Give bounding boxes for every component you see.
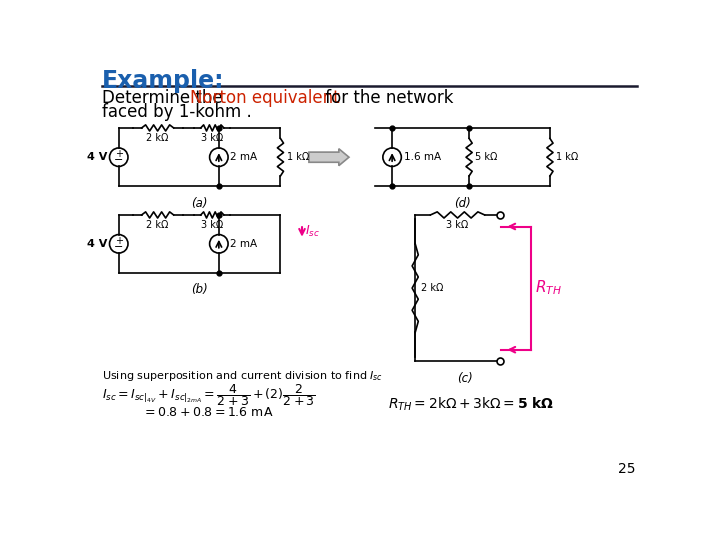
Text: 3 kΩ: 3 kΩ	[446, 220, 469, 231]
Text: faced by 1-kohm .: faced by 1-kohm .	[102, 103, 251, 120]
Text: for the network: for the network	[320, 89, 453, 107]
Text: −: −	[114, 156, 123, 165]
Text: 3 kΩ: 3 kΩ	[201, 220, 223, 231]
Text: −: −	[114, 242, 123, 252]
Text: Determine the: Determine the	[102, 89, 228, 107]
Text: 2 kΩ: 2 kΩ	[421, 283, 444, 293]
Polygon shape	[309, 148, 349, 166]
Text: 2 mA: 2 mA	[230, 239, 258, 249]
Text: 3 kΩ: 3 kΩ	[201, 133, 223, 143]
Text: Example:: Example:	[102, 69, 225, 93]
Text: 2 kΩ: 2 kΩ	[146, 133, 168, 143]
Text: +: +	[114, 236, 122, 246]
Text: $R_{TH} = 2\mathrm{k}\Omega + 3\mathrm{k}\Omega = \mathbf{5\ k\Omega}$: $R_{TH} = 2\mathrm{k}\Omega + 3\mathrm{k…	[388, 396, 554, 413]
Text: 2 kΩ: 2 kΩ	[146, 220, 168, 231]
Text: 25: 25	[618, 462, 636, 476]
Text: $I_{sc}$: $I_{sc}$	[305, 224, 320, 239]
Text: (a): (a)	[192, 197, 208, 210]
Text: 4 V: 4 V	[87, 239, 107, 249]
Text: 2 mA: 2 mA	[230, 152, 258, 162]
Text: 1.6 mA: 1.6 mA	[404, 152, 441, 162]
Text: 5 kΩ: 5 kΩ	[475, 152, 498, 162]
Text: $= 0.8 + 0.8 = 1.6\ \mathrm{mA}$: $= 0.8 + 0.8 = 1.6\ \mathrm{mA}$	[142, 406, 274, 419]
Text: Norton equivalent: Norton equivalent	[189, 89, 339, 107]
Text: $R_{TH}$: $R_{TH}$	[535, 279, 562, 298]
Text: 1 kΩ: 1 kΩ	[287, 152, 309, 162]
Text: (c): (c)	[457, 372, 473, 385]
Text: 1 kΩ: 1 kΩ	[556, 152, 578, 162]
Text: (b): (b)	[192, 284, 208, 296]
Text: (d): (d)	[454, 197, 471, 210]
Text: 4 V: 4 V	[87, 152, 107, 162]
Text: +: +	[114, 149, 122, 159]
Text: $I_{sc} = I_{sc|_{4V}} + I_{sc|_{2mA}} = \dfrac{4}{2+3} + (2)\dfrac{2}{2+3}$: $I_{sc} = I_{sc|_{4V}} + I_{sc|_{2mA}} =…	[102, 382, 316, 408]
Text: Using superposition and current division to find $I_{sc}$: Using superposition and current division…	[102, 369, 383, 383]
